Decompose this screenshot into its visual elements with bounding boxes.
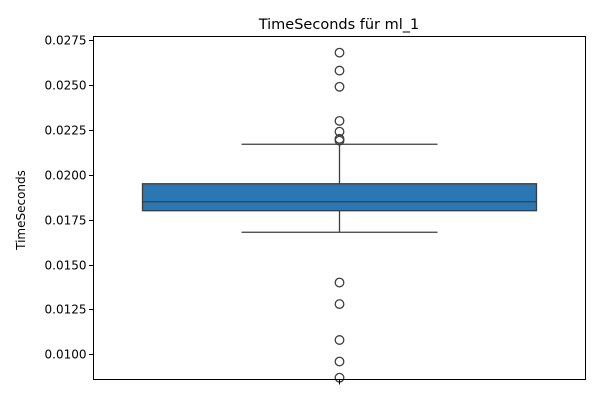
box-plot (141, 143, 538, 233)
outlier-point (334, 115, 345, 126)
outlier-point (334, 335, 345, 345)
y-axis-label: TimeSeconds (14, 170, 28, 251)
y-axis-ticks: 0.0100 0.0125 0.0150 0.0175 0.0200 0.0225 0.02… (45, 34, 94, 362)
y-tick-label: 0.0100 (45, 348, 87, 362)
outlier-point (334, 356, 345, 367)
plot-frame (93, 36, 586, 380)
outlier-point (334, 81, 345, 92)
y-tick-label: 0.0250 (45, 79, 87, 93)
y-tick-label: 0.0175 (45, 214, 87, 228)
outlier-point (334, 299, 345, 310)
y-tick-label: 0.0200 (45, 169, 87, 183)
chart-title: TimeSeconds für ml_1 (258, 17, 420, 33)
outlier-point (334, 277, 345, 288)
y-tick-label: 0.0275 (45, 34, 87, 48)
outlier-point (334, 47, 345, 58)
outlier-point (334, 65, 345, 76)
interquartile-box (141, 183, 538, 212)
outlier-point (334, 135, 345, 146)
y-tick-label: 0.0125 (45, 303, 87, 317)
y-tick-label: 0.0150 (45, 259, 87, 273)
y-tick-label: 0.0225 (45, 124, 87, 138)
